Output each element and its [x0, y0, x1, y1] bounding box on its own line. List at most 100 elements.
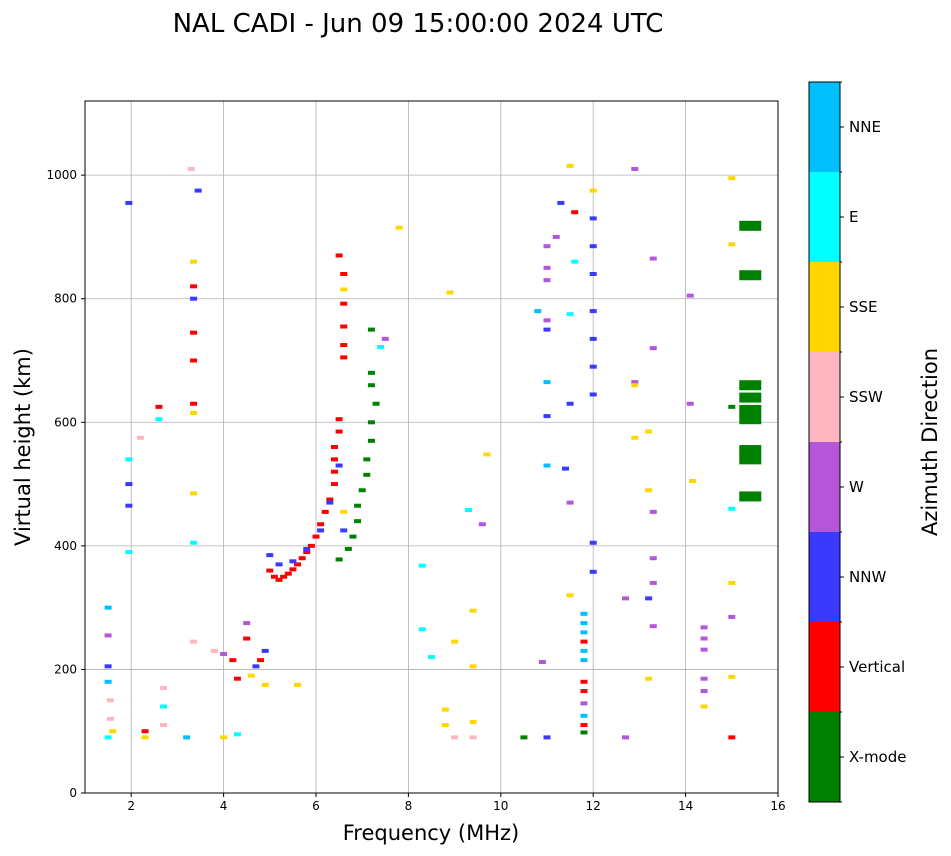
data-point: [534, 309, 542, 314]
data-point: [589, 336, 597, 341]
data-point: [190, 639, 198, 644]
data-point: [580, 621, 588, 626]
data-point: [580, 701, 588, 706]
data-point: [566, 163, 574, 168]
y-tick-label: 200: [54, 662, 77, 676]
data-point: [104, 605, 112, 610]
x-axis-ticks: 2 4 6 8 10 12 14 16: [127, 793, 786, 813]
data-point: [372, 401, 380, 406]
data-point: [106, 698, 114, 703]
data-point: [589, 309, 597, 314]
plot-area: [85, 101, 778, 793]
data-point: [589, 216, 597, 221]
data-point: [739, 392, 762, 403]
data-point: [190, 330, 198, 335]
data-point: [543, 463, 551, 468]
colorbar-tick-label: SSE: [849, 298, 878, 316]
data-point: [377, 344, 385, 349]
data-point: [335, 429, 343, 434]
data-point: [649, 509, 657, 514]
data-point: [561, 466, 569, 471]
data-point: [358, 488, 366, 493]
data-point: [700, 625, 708, 630]
data-point: [363, 472, 371, 477]
data-point: [589, 540, 597, 545]
data-point: [340, 355, 348, 360]
data-point: [589, 364, 597, 369]
data-point: [589, 569, 597, 574]
x-tick-label: 2: [127, 799, 135, 813]
data-point: [571, 210, 579, 215]
colorbar-frame: [808, 81, 841, 803]
data-point: [739, 404, 762, 415]
data-point: [418, 563, 426, 568]
data-point: [190, 540, 198, 545]
data-point: [354, 503, 362, 508]
data-point: [266, 568, 274, 573]
data-point: [395, 225, 403, 230]
data-point: [571, 259, 579, 264]
y-tick-label: 600: [54, 415, 77, 429]
data-point: [589, 392, 597, 397]
data-point: [464, 508, 472, 513]
data-point: [270, 574, 278, 579]
data-point: [330, 457, 338, 462]
data-point: [104, 735, 112, 740]
data-point: [580, 679, 588, 684]
y-axis-ticks: 0 200 400 600 800 1000: [46, 168, 85, 800]
data-point: [700, 689, 708, 694]
data-point: [261, 648, 269, 653]
data-point: [649, 624, 657, 629]
data-point: [589, 188, 597, 193]
data-point: [275, 562, 283, 567]
data-point: [700, 636, 708, 641]
data-point: [340, 272, 348, 276]
data-point: [739, 380, 762, 391]
grid-lines: [85, 101, 779, 794]
data-point: [340, 324, 348, 329]
data-point: [194, 188, 202, 193]
data-point: [340, 528, 348, 533]
colorbar-segment: [809, 442, 840, 532]
data-point: [543, 278, 551, 283]
data-point: [566, 593, 574, 598]
data-point: [136, 435, 144, 440]
x-tick-label: 14: [678, 799, 693, 813]
data-point: [330, 482, 338, 487]
colorbar-segment: [809, 622, 840, 712]
data-point: [686, 401, 694, 406]
data-point: [469, 719, 477, 724]
data-point: [289, 567, 297, 572]
x-tick-label: 4: [220, 799, 228, 813]
data-points: [104, 163, 762, 740]
data-point: [104, 664, 112, 669]
data-point: [700, 647, 708, 652]
data-point: [317, 528, 325, 533]
data-point: [538, 660, 546, 665]
data-point: [483, 452, 491, 457]
data-point: [580, 713, 588, 718]
data-point: [728, 242, 736, 247]
data-point: [728, 176, 736, 181]
data-point: [739, 414, 762, 425]
data-point: [739, 445, 762, 456]
data-point: [739, 454, 762, 465]
data-point: [580, 658, 588, 663]
colorbar-tick-label: X-mode: [849, 748, 906, 766]
data-point: [160, 685, 168, 690]
data-point: [631, 166, 639, 171]
data-point: [321, 509, 329, 514]
data-point: [728, 735, 736, 740]
data-point: [441, 723, 449, 728]
colorbar-segment: [809, 82, 840, 172]
data-point: [340, 287, 348, 292]
data-point: [190, 296, 198, 301]
data-point: [580, 639, 588, 644]
data-point: [580, 723, 588, 728]
data-point: [187, 166, 195, 171]
data-point: [155, 404, 163, 409]
data-point: [298, 556, 306, 561]
data-point: [689, 478, 697, 483]
data-point: [284, 571, 292, 576]
x-tick-label: 10: [493, 799, 508, 813]
